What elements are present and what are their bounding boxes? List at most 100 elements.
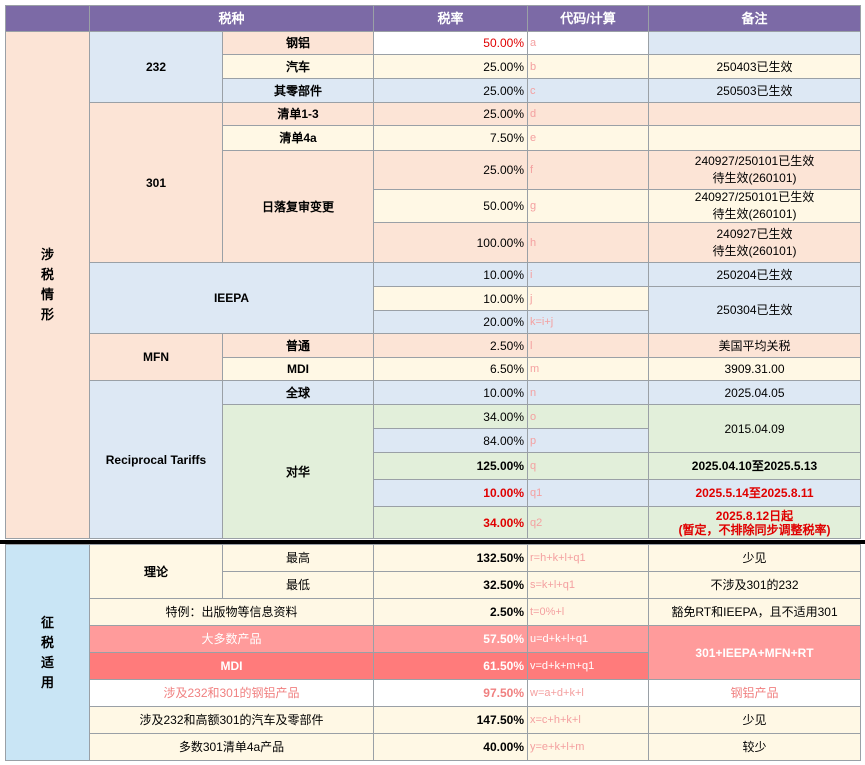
note-cell: 301+IEEPA+MFN+RT xyxy=(648,625,861,680)
note-cell: 2025.8.12日起 (暂定，不排除同步调整税率) xyxy=(648,506,861,539)
code-cell: x=c+h+k+l xyxy=(527,706,649,734)
rate-cell: 40.00% xyxy=(373,733,528,761)
mdi-label: MDI xyxy=(89,652,374,680)
header-blank xyxy=(5,5,90,32)
code-cell: y=e+k+l+m xyxy=(527,733,649,761)
note-line: 240927/250101已生效 xyxy=(694,190,815,204)
rate-cell: 20.00% xyxy=(373,310,528,334)
note-cell xyxy=(648,102,861,126)
note-cell xyxy=(648,125,861,151)
sub-list-4a: 清单4a xyxy=(222,125,374,151)
note-cell: 美国平均关税 xyxy=(648,333,861,358)
header-tax-type: 税种 xyxy=(89,5,374,32)
note-cell: 豁免RT和IEEPA，且不适用301 xyxy=(648,598,861,626)
note-cell: 250403已生效 xyxy=(648,54,861,79)
note-line: 待生效(260101) xyxy=(712,207,797,221)
list4a-products-label: 多数301清单4a产品 xyxy=(89,733,374,761)
header-note: 备注 xyxy=(648,5,861,32)
note-cell: 2025.04.10至2025.5.13 xyxy=(648,452,861,480)
code-cell: l xyxy=(527,333,649,358)
sub-mdi: MDI xyxy=(222,357,374,381)
most-products-label: 大多数产品 xyxy=(89,625,374,653)
group-ieepa-label: IEEPA xyxy=(89,262,374,334)
note-cell: 少见 xyxy=(648,544,861,572)
code-cell: s=k+l+q1 xyxy=(527,571,649,599)
group-reciprocal-label: Reciprocal Tariffs xyxy=(89,380,223,539)
code-cell: m xyxy=(527,357,649,381)
vchar: 涉 xyxy=(40,247,54,262)
rate-cell: 97.50% xyxy=(373,679,528,707)
sub-auto-parts: 其零部件 xyxy=(222,78,374,103)
note-cell: 2025.5.14至2025.8.11 xyxy=(648,479,861,507)
code-cell: a xyxy=(527,31,649,55)
note-line: 待生效(260101) xyxy=(712,243,797,258)
vchar: 税 xyxy=(40,267,54,282)
note-cell: 240927/250101已生效 待生效(260101) xyxy=(648,150,861,190)
note-cell: 少见 xyxy=(648,706,861,734)
rate-cell: 132.50% xyxy=(373,544,528,572)
sub-steel-aluminum: 钢铝 xyxy=(222,31,374,55)
rate-cell: 6.50% xyxy=(373,357,528,381)
vchar: 情 xyxy=(40,287,54,302)
rate-cell: 2.50% xyxy=(373,598,528,626)
rate-cell: 125.00% xyxy=(373,452,528,480)
vchar: 用 xyxy=(40,674,54,690)
rate-cell: 25.00% xyxy=(373,54,528,79)
auto-products-label: 涉及232和高额301的汽车及零部件 xyxy=(89,706,374,734)
rate-cell: 25.00% xyxy=(373,102,528,126)
rate-cell: 10.00% xyxy=(373,286,528,311)
note-line: 240927/250101已生效 xyxy=(694,154,815,168)
group-mfn-label: MFN xyxy=(89,333,223,381)
rate-cell: 2.50% xyxy=(373,333,528,358)
note-line: 2025.8.12日起 xyxy=(715,508,794,523)
note-line: 240927已生效 xyxy=(716,226,793,241)
steel-products-label: 涉及232和301的钢铝产品 xyxy=(89,679,374,707)
header-rate: 税率 xyxy=(373,5,528,32)
note-cell: 250503已生效 xyxy=(648,78,861,103)
theory-label: 理论 xyxy=(89,544,223,599)
vchar: 税 xyxy=(40,634,54,650)
code-cell: q1 xyxy=(527,479,649,507)
rate-cell: 34.00% xyxy=(373,404,528,429)
rate-cell: 84.00% xyxy=(373,428,528,453)
rate-cell: 61.50% xyxy=(373,652,528,680)
rate-cell: 50.00% xyxy=(373,31,528,55)
rate-cell: 10.00% xyxy=(373,262,528,287)
rate-cell: 147.50% xyxy=(373,706,528,734)
rate-cell: 100.00% xyxy=(373,222,528,263)
code-cell: j xyxy=(527,286,649,311)
note-cell: 250204已生效 xyxy=(648,262,861,287)
code-cell: f xyxy=(527,150,649,190)
note-cell: 3909.31.00 xyxy=(648,357,861,381)
group-232-label: 232 xyxy=(89,31,223,103)
code-cell: o xyxy=(527,404,649,429)
rate-cell: 7.50% xyxy=(373,125,528,151)
rate-cell: 50.00% xyxy=(373,189,528,223)
rate-cell: 57.50% xyxy=(373,625,528,653)
note-cell: 钢铝产品 xyxy=(648,679,861,707)
sub-global: 全球 xyxy=(222,380,374,405)
code-cell: d xyxy=(527,102,649,126)
rate-cell: 32.50% xyxy=(373,571,528,599)
section-tax-application-label: 征 税 适 用 xyxy=(5,544,90,761)
code-cell: h xyxy=(527,222,649,263)
code-cell: u=d+k+l+q1 xyxy=(527,625,649,653)
code-cell: k=i+j xyxy=(527,310,649,334)
vchar: 形 xyxy=(40,307,54,322)
rate-cell: 25.00% xyxy=(373,78,528,103)
note-cell: 2015.04.09 xyxy=(648,404,861,453)
code-cell: c xyxy=(527,78,649,103)
note-line: 待生效(260101) xyxy=(712,171,797,185)
vchar: 征 xyxy=(40,614,54,630)
section-tax-situations-label: 涉 税 情 形 xyxy=(5,31,90,539)
sub-general: 普通 xyxy=(222,333,374,358)
code-cell: w=a+d+k+l xyxy=(527,679,649,707)
note-cell: 不涉及301的232 xyxy=(648,571,861,599)
note-cell xyxy=(648,31,861,55)
rate-cell: 10.00% xyxy=(373,479,528,507)
sub-max: 最高 xyxy=(222,544,374,572)
code-cell: v=d+k+m+q1 xyxy=(527,652,649,680)
note-cell: 2025.04.05 xyxy=(648,380,861,405)
rate-cell: 25.00% xyxy=(373,150,528,190)
